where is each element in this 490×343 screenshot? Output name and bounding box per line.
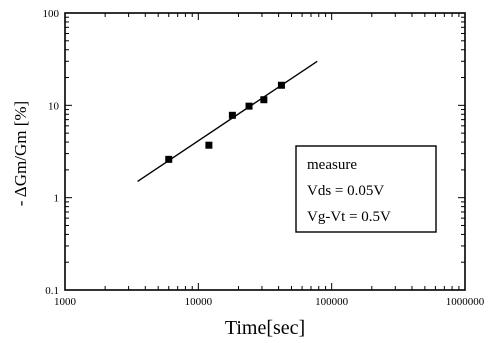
fit-line [137, 60, 318, 182]
axes: 1000 10000 100000 1000000 0.1 1 10 100 Time[sec]… [11, 8, 485, 339]
x-axis-title: Time[sec] [225, 317, 305, 339]
data-point [245, 102, 253, 110]
data-point [228, 111, 236, 119]
legend-line: measure [307, 157, 357, 173]
data-point [277, 81, 285, 89]
data-point [260, 96, 268, 104]
x-tick-label: 1000 [54, 296, 77, 308]
plot-area [137, 60, 318, 182]
data-point [165, 155, 173, 163]
legend-line: Vds = 0.05V [307, 183, 384, 199]
y-tick-label: 10 [48, 100, 60, 112]
x-tick-label: 10000 [185, 296, 213, 308]
data-point [205, 141, 213, 149]
y-tick-label: 0.1 [45, 285, 59, 297]
y-tick-label: 100 [43, 8, 60, 20]
legend: measure Vds = 0.05V Vg-Vt = 0.5V [295, 145, 437, 233]
x-tick-label: 100000 [315, 296, 349, 308]
x-tick-label: 1000000 [446, 296, 485, 308]
plot-frame [64, 12, 466, 291]
y-axis-title: - ΔGm/Gm [%] [11, 101, 30, 206]
legend-line: Vg-Vt = 0.5V [307, 209, 391, 225]
legend-box [295, 145, 437, 233]
y-tick-label: 1 [54, 193, 60, 205]
